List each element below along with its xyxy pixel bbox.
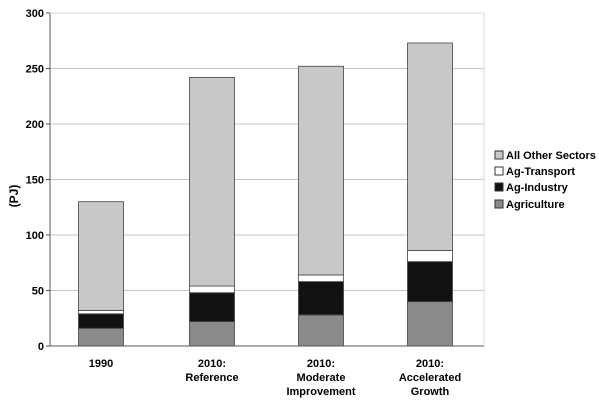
y-tick-label-200: 200 — [26, 119, 44, 131]
x-tick-labels: 1990 2010: Reference 2010: Moderate Improveme… — [89, 358, 461, 398]
bars — [78, 42, 453, 347]
x-tick-label-3: 2010: Accelerated Growth — [399, 358, 461, 398]
legend-label-ag-transport: Ag-Transport — [506, 166, 575, 178]
y-tick-label-250: 250 — [26, 64, 44, 76]
legend-swatch-all-other-sectors — [494, 150, 504, 160]
y-tick-label-100: 100 — [26, 230, 44, 242]
y-tick-label-150: 150 — [26, 175, 44, 187]
bar-segment-agriculture-3 — [407, 301, 453, 347]
legend-swatch-agriculture — [494, 199, 504, 209]
x-tick-label-line: 2010: — [198, 358, 226, 370]
x-tick-label-line: Growth — [411, 386, 450, 398]
bar-segment-all-other-sectors-2 — [298, 65, 344, 276]
bar-segment-all-other-sectors-0 — [78, 201, 124, 311]
bar-segment-all-other-sectors-3 — [407, 42, 453, 251]
x-tick-label-0: 1990 — [89, 358, 113, 370]
x-tick-label-line: Reference — [185, 372, 238, 384]
x-tick-label-line: Moderate — [297, 372, 346, 384]
y-tick-label-50: 50 — [32, 286, 44, 298]
legend-swatch-ag-industry — [494, 182, 504, 192]
bar-segment-agriculture-1 — [189, 321, 235, 347]
bar-segment-ag-industry-1 — [189, 292, 235, 322]
x-tick-label-line: Accelerated — [399, 372, 461, 384]
bar-segment-ag-transport-2 — [298, 274, 344, 283]
legend-swatch-ag-transport — [494, 166, 504, 176]
bar-segment-ag-industry-2 — [298, 281, 344, 316]
legend-label-all-other-sectors: All Other Sectors — [506, 150, 596, 162]
bar-segment-ag-transport-3 — [407, 250, 453, 263]
bar-segment-ag-industry-0 — [78, 313, 124, 329]
x-tick-label-1: 2010: Reference — [185, 358, 238, 384]
legend-label-ag-industry: Ag-Industry — [506, 182, 569, 194]
legend: All Other Sectors Ag-Transport Ag-Industry… — [494, 150, 596, 211]
x-tick-label-line: 1990 — [89, 358, 113, 370]
bar-segment-ag-transport-0 — [78, 310, 124, 315]
bar-segment-ag-industry-3 — [407, 261, 453, 303]
bar-segment-all-other-sectors-1 — [189, 76, 235, 287]
x-tick-label-2: 2010: Moderate Improvement — [286, 358, 355, 398]
legend-label-agriculture: Agriculture — [506, 199, 565, 211]
x-tick-label-line: 2010: — [416, 358, 444, 370]
y-tick-labels: 0 50 100 150 200 250 300 — [26, 8, 50, 353]
bar-segment-agriculture-2 — [298, 314, 344, 347]
x-tick-label-line: 2010: — [307, 358, 335, 370]
bar-segment-ag-transport-1 — [189, 285, 235, 294]
y-axis-label: (PJ) — [7, 185, 21, 208]
y-tick-label-300: 300 — [26, 8, 44, 20]
x-tick-label-line: Improvement — [286, 386, 355, 398]
bar-segment-agriculture-0 — [78, 327, 124, 347]
y-tick-label-0: 0 — [38, 341, 44, 353]
